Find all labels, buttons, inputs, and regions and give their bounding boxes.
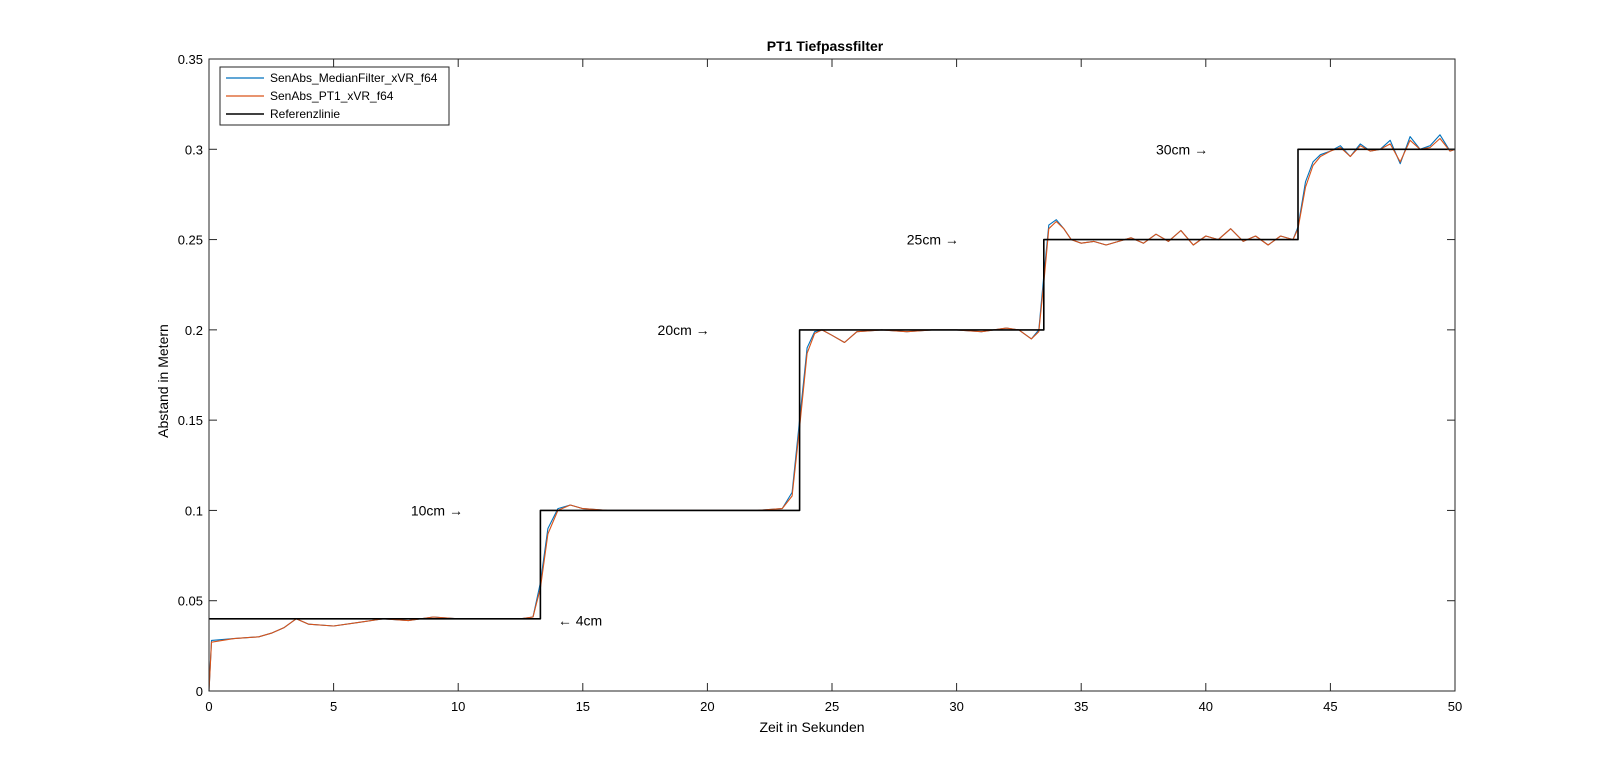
x-tick-label: 0 [205, 699, 212, 714]
x-tick-label: 45 [1323, 699, 1337, 714]
x-tick-label: 25 [825, 699, 839, 714]
legend-entry: Referenzlinie [270, 107, 340, 121]
x-tick-label: 5 [330, 699, 337, 714]
x-tick-label: 20 [700, 699, 714, 714]
legend-entry: SenAbs_PT1_xVR_f64 [270, 89, 394, 103]
x-tick-label: 15 [576, 699, 590, 714]
annotation-label: 20cm → [658, 322, 710, 338]
annotation-label: 25cm → [907, 232, 959, 248]
axes-ticks: 0 5 10 15 20 25 30 35 40 45 50 0 0.05 0.1 0.15 0.2 0.25 0… [178, 52, 1463, 714]
plot-area [208, 134, 1456, 692]
y-tick-label: 0.35 [178, 52, 203, 67]
y-tick-label: 0.15 [178, 413, 203, 428]
x-tick-label: 40 [1199, 699, 1213, 714]
y-axis-label: Abstand in Metern [155, 324, 171, 438]
plot-frame [208, 58, 1456, 692]
legend-entry: SenAbs_MedianFilter_xVR_f64 [270, 71, 438, 85]
series-line-1 [208, 134, 1456, 692]
legend: SenAbs_MedianFilter_xVR_f64 SenAbs_PT1_xV… [219, 66, 450, 126]
y-tick-label: 0.05 [178, 594, 203, 609]
x-tick-label: 10 [451, 699, 465, 714]
chart-title: PT1 Tiefpassfilter [767, 38, 884, 54]
x-tick-label: 30 [949, 699, 963, 714]
x-tick-label: 50 [1448, 699, 1462, 714]
y-tick-label: 0.2 [185, 323, 203, 338]
annotations: 10cm → ← 4cm 20cm → 25cm → 30cm → [411, 141, 1208, 628]
annotation-label: 30cm → [1156, 141, 1208, 157]
y-tick-label: 0 [196, 684, 203, 699]
x-tick-label: 35 [1074, 699, 1088, 714]
series-line-2 [208, 137, 1456, 692]
y-tick-label: 0.3 [185, 142, 203, 157]
annotation-label: 10cm → [411, 502, 463, 518]
x-axis-label: Zeit in Sekunden [759, 719, 864, 735]
series-line-3 [209, 148, 1455, 620]
y-tick-label: 0.1 [185, 503, 203, 518]
y-tick-label: 0.25 [178, 233, 203, 248]
annotation-label: ← 4cm [558, 613, 602, 629]
